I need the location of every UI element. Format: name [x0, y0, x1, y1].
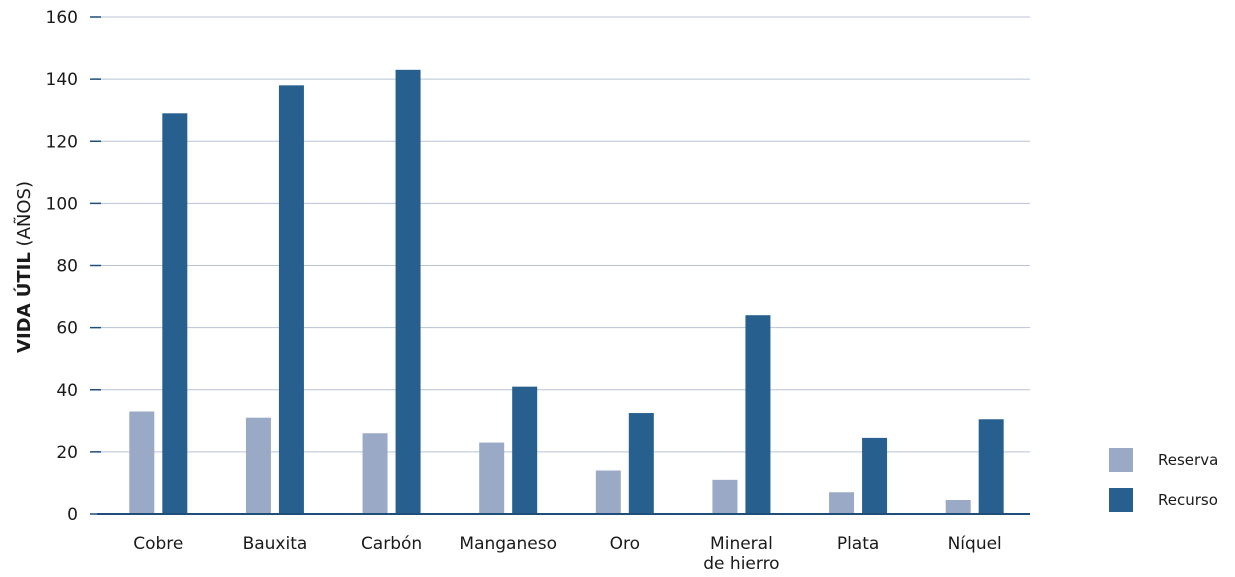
bar-recurso-1 — [278, 85, 304, 515]
bar-recurso-7 — [978, 419, 1004, 514]
y-tick-label: 140 — [46, 70, 78, 90]
y-axis-label-rest: (AÑOS) — [13, 181, 35, 246]
legend-swatch — [1109, 488, 1133, 512]
bar-reserva-1 — [245, 417, 271, 514]
y-axis-label-bold: VIDA ÚTIL — [13, 252, 35, 353]
bar-recurso-3 — [512, 386, 538, 514]
x-axis: Cobre Bauxita Carbón Manganeso Oro Mineral de … — [97, 513, 1030, 574]
y-tick-label: 160 — [46, 8, 78, 28]
x-tick-label: Plata — [837, 534, 879, 554]
y-axis: 0 20 40 60 80 100 120 140 160 — [46, 8, 101, 525]
x-tick-label-line: Oro — [610, 534, 640, 554]
bar-reserva-2 — [362, 433, 388, 514]
y-tick-label: 20 — [56, 443, 78, 463]
x-tick-label-line: Carbón — [361, 534, 422, 554]
bar-recurso-4 — [628, 413, 654, 514]
y-axis-label: VIDA ÚTIL (AÑOS) — [13, 181, 35, 353]
bar-recurso-6 — [862, 437, 888, 514]
x-tick-label: Mineral de hierro — [703, 534, 779, 574]
y-tick-label: 100 — [46, 194, 78, 214]
bars — [129, 69, 1004, 515]
legend: Reserva Recurso — [1109, 448, 1218, 512]
x-tick-label-line: Bauxita — [243, 534, 308, 554]
y-tick-label: 40 — [56, 381, 78, 401]
legend-label: Recurso — [1158, 491, 1218, 509]
y-tick-label: 80 — [56, 257, 78, 277]
x-tick-label-line: Mineral — [710, 534, 773, 554]
x-tick-label: Níquel — [948, 534, 1002, 554]
x-tick-label-line: Plata — [837, 534, 879, 554]
bar-recurso-5 — [745, 315, 771, 514]
y-tick-label: 0 — [67, 505, 78, 525]
bar-reserva-0 — [129, 411, 155, 514]
legend-label: Reserva — [1158, 451, 1218, 469]
x-tick-label: Cobre — [133, 534, 183, 554]
x-tick-label-line: Níquel — [948, 534, 1002, 554]
x-tick-label-line: Manganeso — [459, 534, 557, 554]
bar-reserva-5 — [712, 479, 738, 514]
bar-reserva-4 — [595, 470, 621, 514]
x-tick-label: Carbón — [361, 534, 422, 554]
y-tick-label: 120 — [46, 132, 78, 152]
y-tick-label: 60 — [56, 319, 78, 339]
bar-reserva-6 — [829, 492, 855, 514]
bar-recurso-0 — [162, 113, 188, 514]
bar-recurso-2 — [395, 69, 421, 515]
x-tick-label: Oro — [610, 534, 640, 554]
bar-reserva-3 — [479, 442, 505, 514]
x-tick-label: Bauxita — [243, 534, 308, 554]
legend-swatch — [1109, 448, 1133, 472]
bar-reserva-7 — [945, 500, 971, 514]
gridlines — [97, 16, 1030, 453]
x-tick-label-line: Cobre — [133, 534, 183, 554]
x-tick-label-line: de hierro — [703, 554, 779, 574]
x-tick-label: Manganeso — [459, 534, 557, 554]
